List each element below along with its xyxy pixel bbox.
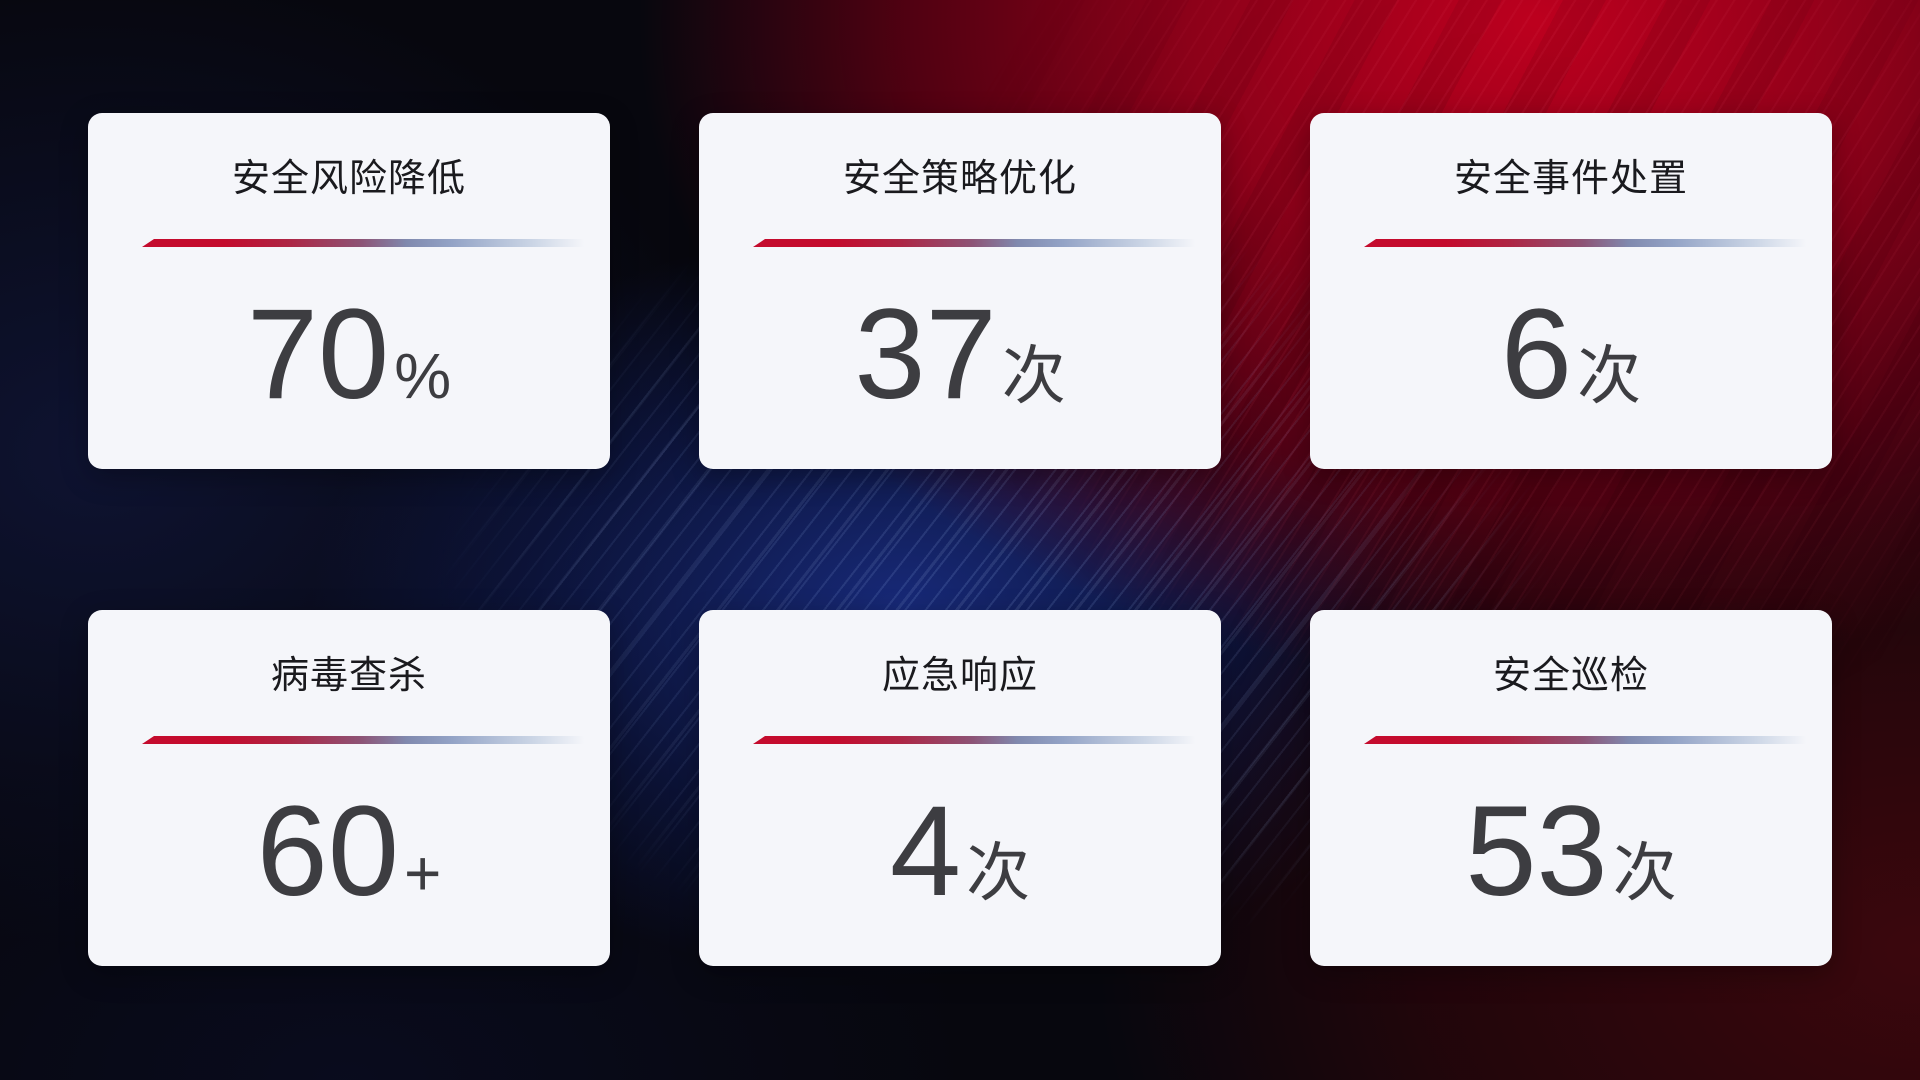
stat-value-row: 60 +	[88, 778, 610, 925]
stat-unit: 次	[1577, 340, 1642, 412]
stat-card-emergency-response: 应急响应 4 次	[699, 610, 1221, 966]
stat-unit: 次	[966, 837, 1031, 909]
stat-value-row: 37 次	[699, 281, 1221, 428]
stat-card-title: 安全风险降低	[231, 158, 466, 200]
stat-card-title: 安全策略优化	[842, 158, 1077, 200]
stat-card-security-incident-handling: 安全事件处置 6 次	[1310, 113, 1832, 469]
stat-number: 53	[1465, 780, 1608, 923]
gradient-divider	[142, 736, 598, 744]
stat-value-row: 53 次	[1310, 778, 1832, 925]
stat-card-title: 安全事件处置	[1453, 158, 1688, 200]
stat-card-virus-scan: 病毒查杀 60 +	[88, 610, 610, 966]
stat-number: 70	[246, 283, 390, 426]
gradient-divider	[753, 736, 1209, 744]
stat-unit: %	[394, 340, 452, 412]
gradient-divider	[1364, 239, 1820, 247]
stat-card-security-inspection: 安全巡检 53 次	[1310, 610, 1832, 966]
gradient-divider	[1364, 736, 1820, 744]
gradient-divider	[142, 239, 598, 247]
gradient-divider	[753, 239, 1209, 247]
stat-value-row: 6 次	[1310, 281, 1832, 428]
stat-unit: 次	[1612, 837, 1677, 909]
stat-value-row: 70 %	[88, 281, 610, 428]
stat-unit: 次	[1001, 340, 1066, 412]
stat-unit: +	[404, 837, 442, 909]
stat-card-security-policy-optimization: 安全策略优化 37 次	[699, 113, 1221, 469]
stat-number: 60	[256, 780, 399, 923]
stat-card-title: 应急响应	[881, 655, 1038, 697]
stat-number: 6	[1500, 283, 1573, 426]
stat-card-title: 病毒查杀	[270, 655, 427, 697]
stat-number: 4	[889, 780, 962, 923]
stat-card-security-risk-reduction: 安全风险降低 70 %	[88, 113, 610, 469]
stat-number: 37	[854, 283, 997, 426]
stat-value-row: 4 次	[699, 778, 1221, 925]
stat-card-title: 安全巡检	[1492, 655, 1649, 697]
